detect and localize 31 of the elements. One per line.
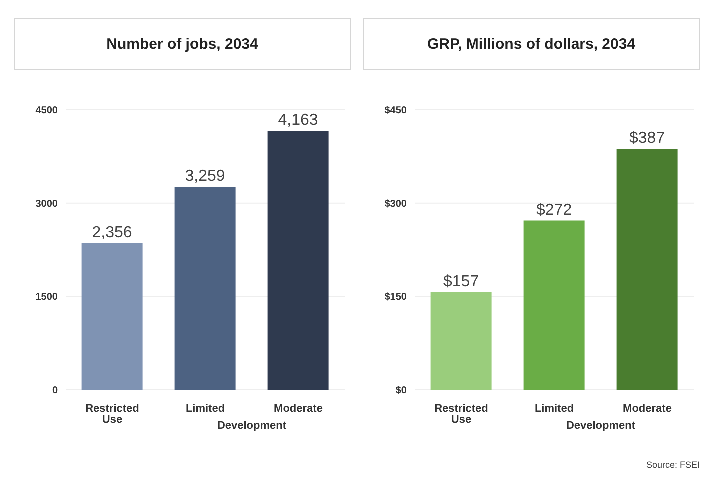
y-tick-label: 1500	[36, 292, 58, 304]
source-note: Source: FSEI	[646, 460, 700, 470]
bar	[268, 130, 329, 390]
data-label: $387	[630, 130, 666, 148]
chart-title: GRP, Millions of dollars, 2034	[363, 18, 700, 70]
data-label: $272	[536, 202, 572, 219]
bar	[430, 292, 492, 390]
bar	[174, 187, 236, 390]
chart-title: Number of jobs, 2034	[14, 18, 351, 70]
data-label: 2,356	[92, 224, 132, 242]
x-tick-label: Moderate	[623, 402, 672, 415]
y-tick-label: 3000	[36, 198, 58, 210]
x-tick-label: Limited	[186, 402, 226, 415]
data-label: 4,163	[278, 112, 318, 129]
x-tick-label: Limited	[534, 402, 574, 415]
x-tick-label: Restricted Use	[86, 402, 140, 426]
text: Development	[216, 420, 288, 432]
y-tick-label: 0	[52, 386, 58, 397]
y-tick-label: $0	[396, 386, 408, 397]
x-tick-label: Restricted Use	[434, 402, 488, 426]
x-tick-label: Moderate	[274, 402, 323, 415]
y-tick-label: $300	[384, 198, 408, 210]
data-label: $157	[444, 273, 480, 290]
y-tick-label: $150	[384, 292, 408, 304]
text: Development	[565, 420, 637, 432]
bar	[82, 243, 143, 390]
bar	[616, 149, 678, 390]
bar	[524, 220, 585, 390]
data-label: 3,259	[185, 168, 226, 186]
y-tick-label: 4500	[36, 106, 58, 117]
y-tick-label: $450	[384, 106, 408, 117]
